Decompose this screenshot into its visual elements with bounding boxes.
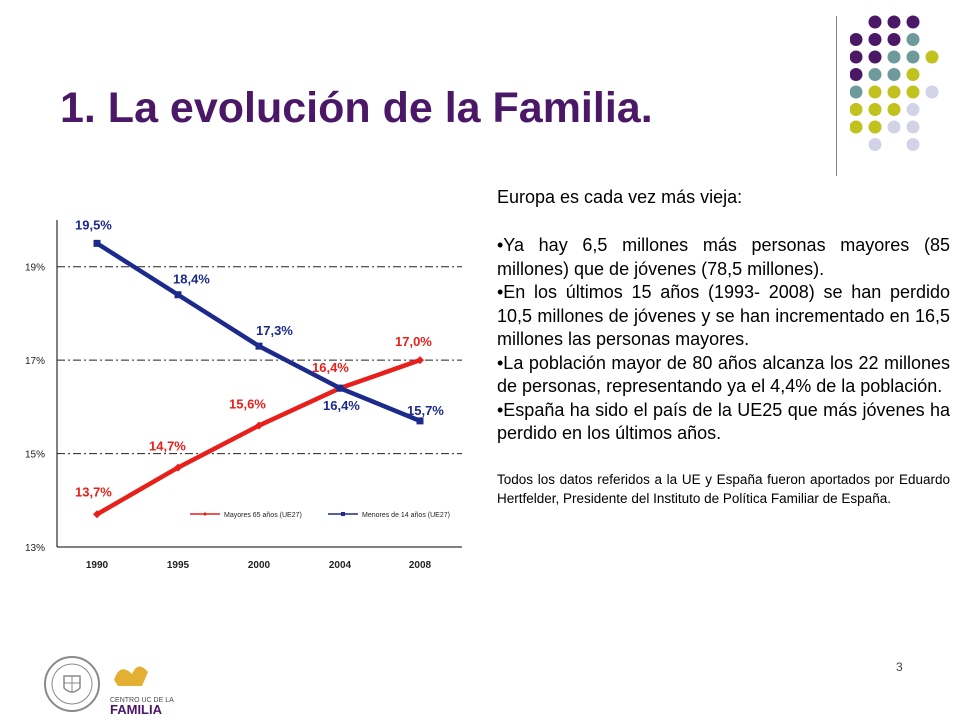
- decorative-dot: [887, 50, 901, 64]
- legend-marker: [203, 512, 207, 516]
- bullet-item: •Ya hay 6,5 millones más personas mayore…: [497, 235, 950, 279]
- decorative-dot: [887, 15, 901, 29]
- decorative-dot: [906, 85, 920, 99]
- series-line: [95, 358, 421, 517]
- decorative-dot: [906, 50, 920, 64]
- x-tick-label: 2000: [248, 560, 271, 571]
- data-label: 17,0%: [395, 334, 432, 349]
- decorative-dot: [868, 120, 882, 134]
- source-footnote: Todos los datos referidos a la UE y Espa…: [497, 471, 950, 506]
- bullet-item: •España ha sido el país de la UE25 que m…: [497, 399, 950, 444]
- decorative-dot: [906, 103, 920, 116]
- intro-text: Europa es cada vez más vieja:: [497, 187, 743, 207]
- decorative-dot: [925, 50, 939, 64]
- x-tick-label: 2008: [409, 560, 432, 571]
- x-tick-label: 1995: [167, 560, 190, 571]
- data-label: 15,6%: [229, 397, 266, 412]
- data-point: [416, 417, 424, 425]
- decorative-dot: [887, 120, 901, 134]
- decorative-dot: [850, 33, 863, 46]
- decorative-dot: [850, 50, 863, 64]
- university-seal-logo: [44, 656, 100, 712]
- decorative-dot: [887, 85, 901, 99]
- logo-text-line-1: CENTRO UC DE LA: [110, 697, 174, 704]
- population-line-chart: 13% 15% 17% 19% 1990 1995 2000 2004 2008 13,7% 14,…: [0, 210, 470, 580]
- bullet-item: •La población mayor de 80 años alcanza l…: [497, 352, 950, 397]
- decorative-dot: [906, 68, 920, 81]
- decorative-dot: [850, 120, 863, 134]
- decorative-dot: [906, 33, 920, 46]
- title-divider-line: [836, 16, 837, 176]
- data-point: [174, 463, 182, 472]
- bullet-item: •En los últimos 15 años (1993- 2008) se …: [497, 282, 950, 349]
- decorative-dot: [887, 68, 901, 81]
- data-label: 19,5%: [75, 217, 112, 232]
- y-tick-label: 19%: [25, 263, 45, 274]
- text-block: Europa es cada vez más vieja: •Ya hay 6,…: [497, 186, 950, 508]
- decorative-dot: [868, 33, 882, 46]
- page-number: 3: [896, 660, 903, 674]
- logo-text-line-2: FAMILIA: [110, 702, 163, 716]
- data-label: 16,4%: [323, 398, 360, 413]
- decorative-dot: [868, 103, 882, 116]
- familia-center-logo: CENTRO UC DE LA FAMILIA: [110, 666, 174, 716]
- data-label: 16,4%: [312, 360, 349, 375]
- decorative-dot: [868, 68, 882, 81]
- y-tick-label: 13%: [25, 543, 45, 554]
- footer-logos: CENTRO UC DE LA FAMILIA: [44, 656, 174, 716]
- decorative-dot: [906, 15, 920, 29]
- decorative-dot: [850, 68, 863, 81]
- decorative-dot: [868, 138, 882, 151]
- data-point: [416, 356, 424, 365]
- data-label: 13,7%: [75, 484, 112, 499]
- decorative-dot: [868, 15, 882, 29]
- decorative-dot: [868, 50, 882, 64]
- chart-canvas: 13% 15% 17% 19% 1990 1995 2000 2004 2008 13,7% 14,…: [25, 217, 462, 571]
- decorative-dot: [868, 85, 882, 99]
- bullet-list: •Ya hay 6,5 millones más personas mayore…: [497, 234, 950, 446]
- data-label: 18,4%: [173, 272, 210, 287]
- decorative-dot: [850, 103, 863, 116]
- y-tick-label: 15%: [25, 450, 45, 461]
- legend-marker: [341, 512, 345, 516]
- decorative-dot: [906, 138, 920, 151]
- legend-label: Menores de 14 años (UE27): [362, 512, 450, 519]
- legend-label: Mayores 65 años (UE27): [224, 512, 302, 519]
- data-point: [255, 421, 263, 430]
- data-point: [255, 342, 263, 350]
- decorative-dot-grid: [850, 15, 939, 151]
- data-label: 14,7%: [149, 439, 186, 454]
- decorative-dot: [887, 103, 901, 116]
- data-point: [174, 291, 182, 299]
- decorative-dot: [850, 85, 863, 99]
- x-tick-label: 1990: [86, 560, 109, 571]
- data-point: [93, 510, 101, 519]
- decorative-dot: [925, 85, 939, 99]
- decorative-dot: [887, 33, 901, 46]
- slide-title: 1. La evolución de la Familia.: [60, 84, 653, 132]
- data-label: 15,7%: [407, 403, 444, 418]
- data-point: [93, 239, 101, 247]
- x-tick-label: 2004: [329, 560, 352, 571]
- decorative-dot: [906, 120, 920, 134]
- data-label: 17,3%: [256, 323, 293, 338]
- y-tick-label: 17%: [25, 356, 45, 367]
- data-point: [336, 384, 344, 392]
